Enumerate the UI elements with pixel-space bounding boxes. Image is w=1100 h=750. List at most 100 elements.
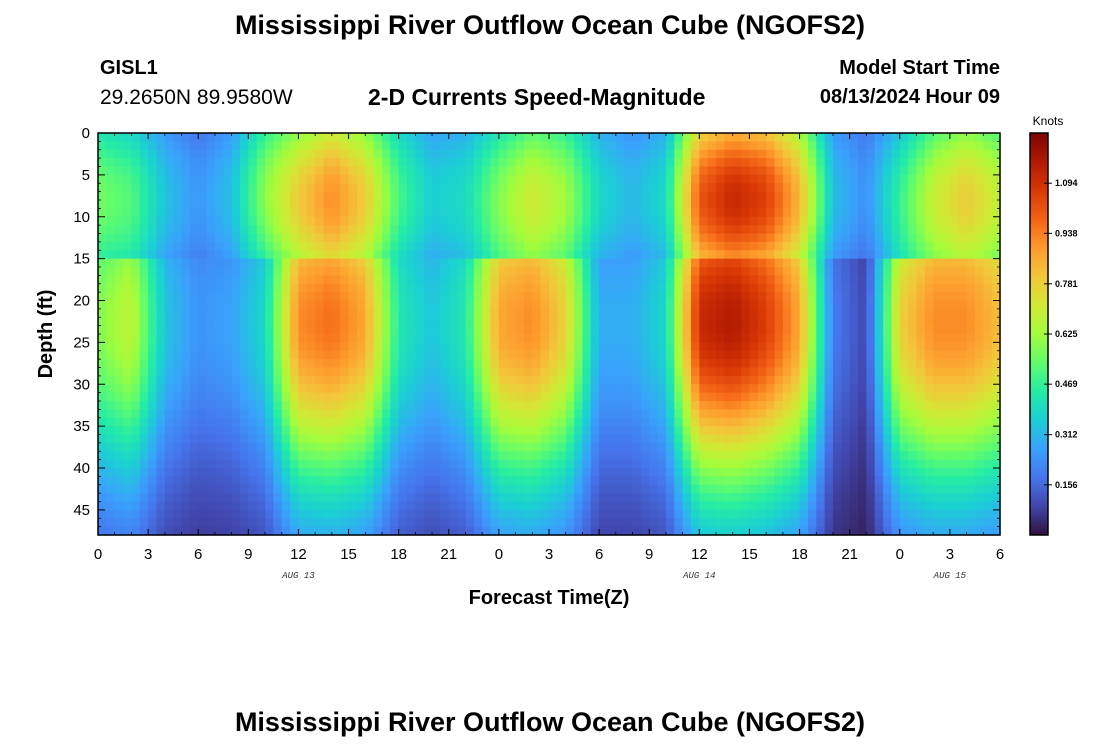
heatmap-cell xyxy=(189,509,199,519)
heatmap-cell xyxy=(515,250,525,260)
heatmap-cell xyxy=(423,484,433,494)
heatmap-cell xyxy=(415,174,425,184)
heatmap-cell xyxy=(440,208,450,218)
heatmap-cell xyxy=(799,141,809,151)
heatmap-cell xyxy=(106,350,116,360)
heatmap-cell xyxy=(841,149,851,159)
heatmap-cell xyxy=(181,216,191,226)
heatmap-cell xyxy=(290,484,300,494)
heatmap-cell xyxy=(515,417,525,427)
heatmap-cell xyxy=(674,233,684,243)
heatmap-cell xyxy=(699,208,709,218)
heatmap-cell xyxy=(607,174,617,184)
heatmap-cell xyxy=(590,434,600,444)
heatmap-cell xyxy=(198,350,208,360)
heatmap-cell xyxy=(139,334,149,343)
heatmap-cell xyxy=(665,283,675,293)
heatmap-cell xyxy=(515,275,525,285)
heatmap-cell xyxy=(356,442,366,452)
heatmap-cell xyxy=(799,158,809,168)
heatmap-cell xyxy=(448,459,458,469)
heatmap-cell xyxy=(206,275,216,285)
heatmap-cell xyxy=(908,325,918,335)
heatmap-cell xyxy=(432,459,442,469)
heatmap-cell xyxy=(348,292,358,302)
heatmap-cell xyxy=(340,183,350,193)
heatmap-cell xyxy=(549,493,558,503)
heatmap-cell xyxy=(849,459,859,469)
heatmap-cell xyxy=(615,434,625,444)
heatmap-cell xyxy=(916,166,926,176)
heatmap-cell xyxy=(515,468,525,477)
heatmap-cell xyxy=(883,158,893,168)
heatmap-cell xyxy=(189,459,199,469)
heatmap-cell xyxy=(432,149,442,159)
heatmap-cell xyxy=(365,493,375,503)
heatmap-cell xyxy=(507,367,517,377)
heatmap-cell xyxy=(640,476,650,486)
heatmap-cell xyxy=(465,442,475,452)
heatmap-cell xyxy=(423,258,433,268)
heatmap-cell xyxy=(123,350,133,360)
heatmap-cell xyxy=(273,250,283,260)
heatmap-cell xyxy=(407,208,416,218)
heatmap-cell xyxy=(290,166,300,176)
heatmap-cell xyxy=(632,317,642,327)
heatmap-cell xyxy=(991,233,1001,243)
heatmap-cell xyxy=(690,375,700,385)
heatmap-cell xyxy=(156,149,166,159)
heatmap-cell xyxy=(490,459,500,469)
heatmap-cell xyxy=(657,158,667,168)
heatmap-cell xyxy=(866,317,876,327)
heatmap-cell xyxy=(958,241,968,251)
heatmap-cell xyxy=(966,149,976,159)
heatmap-cell xyxy=(148,426,158,436)
heatmap-cell xyxy=(198,275,208,285)
heatmap-cell xyxy=(390,258,400,268)
heatmap-cell xyxy=(966,225,976,235)
heatmap-cell xyxy=(473,191,483,201)
heatmap-cell xyxy=(741,158,751,168)
heatmap-cell xyxy=(98,459,107,469)
heatmap-cell xyxy=(323,200,333,209)
heatmap-cell xyxy=(632,434,642,444)
heatmap-cell xyxy=(281,384,291,394)
heatmap-cell xyxy=(298,233,308,243)
heatmap-cell xyxy=(807,208,817,218)
heatmap-cell xyxy=(214,141,224,151)
heatmap-cell xyxy=(507,191,517,201)
heatmap-cell xyxy=(974,350,984,360)
heatmap-cell xyxy=(899,250,909,260)
heatmap-cell xyxy=(949,166,959,176)
heatmap-cell xyxy=(507,325,517,335)
heatmap-cell xyxy=(423,208,433,218)
heatmap-cell xyxy=(824,451,834,461)
heatmap-cell xyxy=(891,149,901,159)
heatmap-cell xyxy=(557,166,567,176)
heatmap-cell xyxy=(699,250,709,260)
heatmap-cell xyxy=(941,174,951,184)
heatmap-cell xyxy=(574,191,584,201)
heatmap-cell xyxy=(916,183,926,193)
heatmap-cell xyxy=(799,350,809,360)
heatmap-cell xyxy=(198,392,208,402)
heatmap-cell xyxy=(390,200,400,209)
heatmap-cell xyxy=(432,216,442,226)
heatmap-cell xyxy=(924,308,934,318)
heatmap-cell xyxy=(624,308,634,318)
heatmap-cell xyxy=(824,401,834,410)
heatmap-cell xyxy=(365,476,375,486)
heatmap-cell xyxy=(640,158,650,168)
heatmap-cell xyxy=(181,258,191,268)
heatmap-cell xyxy=(732,459,742,469)
heatmap-cell xyxy=(131,493,141,503)
heatmap-cell xyxy=(874,459,884,469)
heatmap-cell xyxy=(799,191,809,201)
heatmap-cell xyxy=(465,292,475,302)
heatmap-cell xyxy=(131,166,141,176)
heatmap-cell xyxy=(774,468,784,477)
heatmap-cell xyxy=(390,191,400,201)
heatmap-cell xyxy=(908,426,918,436)
heatmap-cell xyxy=(682,250,692,260)
heatmap-cell xyxy=(440,350,450,360)
